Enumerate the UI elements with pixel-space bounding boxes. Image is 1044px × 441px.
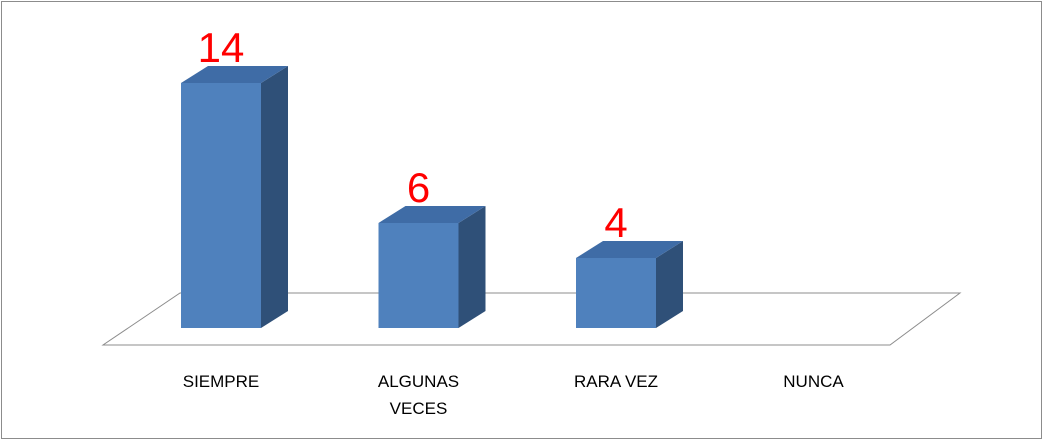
data-label: 6 xyxy=(407,164,430,211)
x-tick-label: RARA VEZ xyxy=(573,372,659,391)
data-label: 4 xyxy=(604,199,627,246)
bar-face xyxy=(181,83,261,328)
bar xyxy=(378,206,486,328)
bar-face xyxy=(378,206,486,223)
data-label: 14 xyxy=(198,24,245,71)
bar-face xyxy=(576,258,656,328)
x-tick-label: SIEMPRE xyxy=(182,372,260,391)
bar-face xyxy=(378,223,459,328)
bar xyxy=(181,66,288,328)
bar-face xyxy=(656,241,683,328)
floor xyxy=(101,292,962,346)
x-tick-label: ALGUNAS VECES xyxy=(377,372,460,418)
bar-face xyxy=(458,206,486,328)
bar-face xyxy=(261,66,288,328)
bar-face xyxy=(576,241,683,258)
bar-face xyxy=(181,66,288,83)
x-tick-label: NUNCA xyxy=(783,372,844,391)
bar xyxy=(576,241,683,328)
